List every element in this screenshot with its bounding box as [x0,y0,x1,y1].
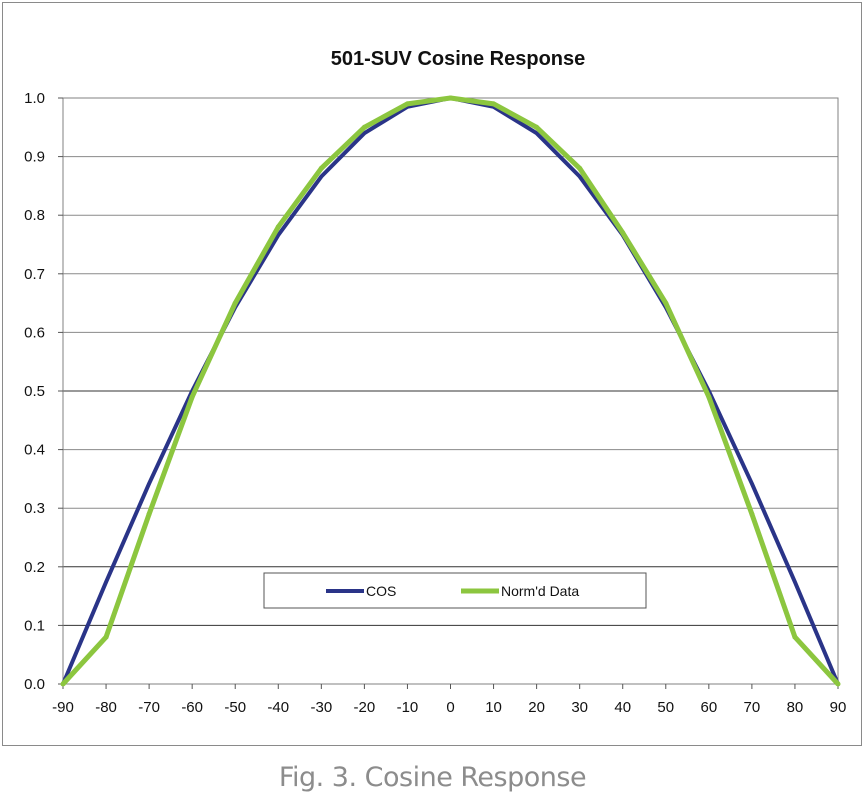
data-point [276,233,280,237]
data-point [146,511,152,517]
data-point [578,175,582,179]
data-point [577,165,583,171]
data-point [103,634,109,640]
data-point [749,511,755,517]
y-tick-label: 0.3 [24,500,45,517]
grid-lines [63,156,838,626]
x-tick-label: -30 [310,699,332,716]
data-point [620,230,626,236]
y-tick-label: 0.4 [24,442,45,459]
y-tick-label: 0.6 [24,324,45,341]
x-tick-label: 90 [830,699,847,716]
x-tick-label: 30 [571,699,588,716]
data-point [60,681,66,687]
x-tick-label: -60 [181,699,203,716]
x-tick-label: 50 [657,699,674,716]
y-axis: 0.0 0.1 0.2 0.3 0.4 0.5 0.6 0.7 0.8 0.9 1.0 [24,90,63,693]
data-point [534,124,540,130]
data-point [362,131,366,135]
x-tick-label: -90 [52,699,74,716]
y-tick-label: 0.8 [24,207,45,224]
y-tick-label: 0.2 [24,559,45,576]
legend-box [263,572,647,609]
data-point [275,224,281,230]
data-point [361,124,367,130]
legend-label: COS [366,583,396,599]
y-tick-label: 0.0 [24,676,45,693]
x-tick-label: -70 [138,699,160,716]
x-tick-label: -50 [224,699,246,716]
x-tick-label: -20 [354,699,376,716]
data-point [404,101,410,107]
data-point [835,681,841,687]
data-point [104,580,108,584]
x-tick-label: 60 [700,699,717,716]
data-point [535,131,539,135]
series-lines [60,95,841,687]
x-axis: -90 -80 -70 -60 -50 -40 -30 -20 -10 0 10 20 30 40 50 60… [52,684,846,716]
data-point [232,300,238,306]
data-point [189,394,195,400]
data-point [448,95,453,101]
x-tick-label: -80 [95,699,117,716]
y-tick-label: 0.7 [24,266,45,283]
y-tick-label: 0.9 [24,149,45,166]
x-tick-label: 20 [528,699,545,716]
x-tick-label: -40 [267,699,289,716]
chart-title: 501-SUV Cosine Response [331,48,586,70]
x-tick-label: 0 [446,699,454,716]
y-tick-label: 0.5 [24,383,45,400]
x-tick-label: -10 [397,699,419,716]
legend-label: Norm'd Data [501,583,579,599]
data-point [147,482,151,486]
chart-frame [2,2,862,746]
y-tick-label: 0.1 [24,617,45,634]
data-point [663,300,669,306]
data-point [792,634,798,640]
figure-caption: Fig. 3. Cosine Response [278,762,587,793]
x-tick-label: 40 [614,699,631,716]
x-tick-label: 70 [744,699,761,716]
data-point [319,175,323,179]
cosine-response-chart: 501-SUV Cosine Response 0.00.10.20.30.40… [24,48,846,716]
y-tick-label: 1.0 [24,90,45,107]
data-point [318,165,324,171]
x-tick-label: 10 [485,699,502,716]
legend: COS Norm'd Data [263,572,647,609]
data-point [750,482,754,486]
data-point [706,394,712,400]
x-tick-label: 80 [787,699,804,716]
data-point [491,101,497,107]
data-point [793,580,797,584]
